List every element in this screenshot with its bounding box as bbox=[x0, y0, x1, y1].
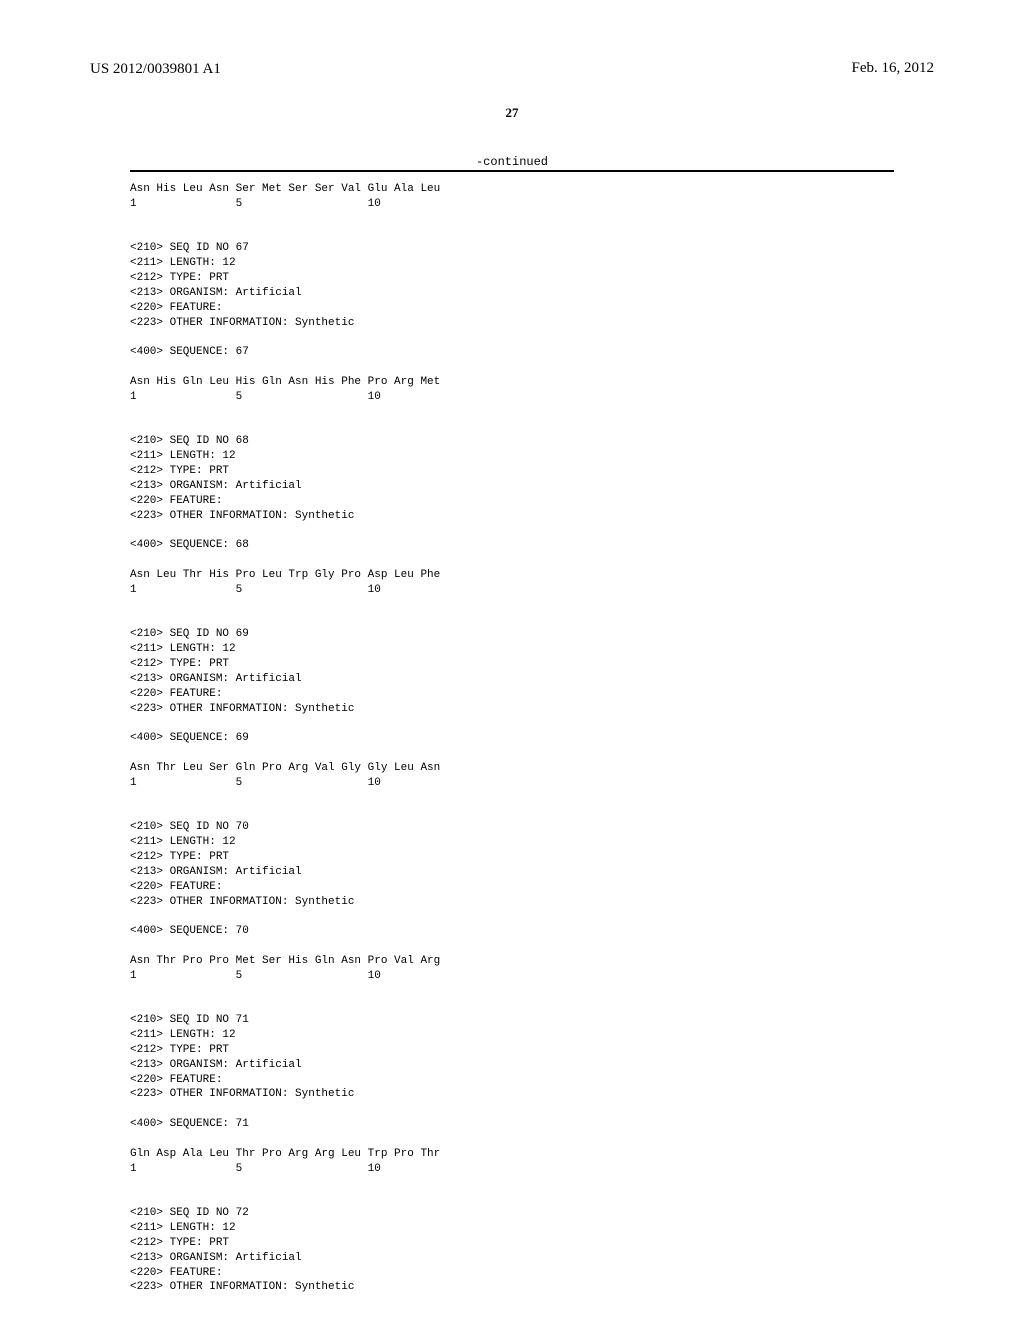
page-header: US 2012/0039801 A1 Feb. 16, 2012 bbox=[0, 60, 1024, 78]
section-rule bbox=[130, 170, 894, 172]
publication-date: Feb. 16, 2012 bbox=[852, 60, 935, 77]
continued-label: -continued bbox=[0, 155, 1024, 169]
publication-number: US 2012/0039801 A1 bbox=[90, 61, 221, 77]
sequence-listing: Asn His Leu Asn Ser Met Ser Ser Val Glu … bbox=[130, 182, 894, 1295]
page-number: 27 bbox=[0, 105, 1024, 121]
